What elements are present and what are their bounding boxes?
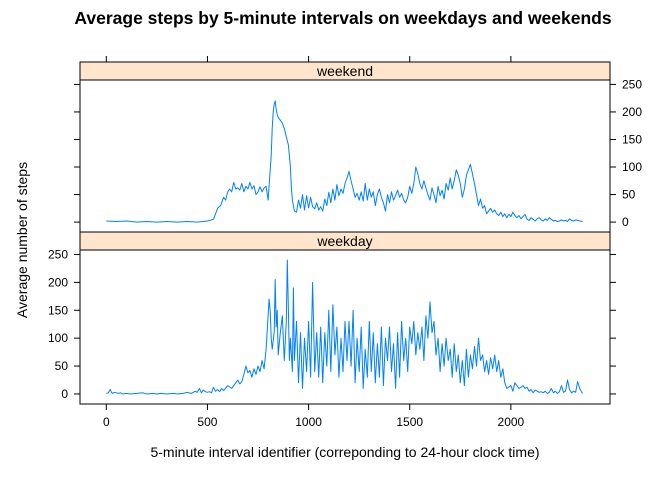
y-tick-label-weekend-0: 0	[622, 215, 629, 229]
y-tick-label-weekend-250: 250	[622, 77, 642, 91]
panel-weekend: weekend	[79, 61, 611, 233]
y-tick-label-weekend-100: 100	[622, 160, 642, 174]
x-axis: 0 500 1000 1500 2000	[103, 56, 525, 429]
y-tick-label-weekend-200: 200	[622, 105, 642, 119]
y-tick-label-weekday-0: 0	[61, 387, 68, 401]
x-tick-label-1000: 1000	[295, 415, 322, 429]
plot-frame-weekday	[79, 249, 611, 405]
y-axis-right: 0 50 100 150 200 250	[610, 77, 642, 395]
x-tick-label-1500: 1500	[396, 415, 423, 429]
y-tick-label-weekday-250: 250	[48, 247, 68, 261]
x-tick-label-500: 500	[197, 415, 217, 429]
y-axis-left: 0 50 100 150 200 250	[48, 83, 80, 401]
plot-frame-weekend	[79, 79, 611, 233]
panel-weekday: weekday	[79, 231, 611, 405]
y-tick-label-weekend-150: 150	[622, 132, 642, 146]
y-tick-label-weekday-200: 200	[48, 275, 68, 289]
strip-label-weekday: weekday	[316, 233, 372, 249]
y-tick-label-weekday-150: 150	[48, 303, 68, 317]
y-tick-label-weekend-50: 50	[622, 188, 636, 202]
x-tick-label-2000: 2000	[498, 415, 525, 429]
x-tick-label-0: 0	[103, 415, 110, 429]
series-line-weekend	[106, 100, 583, 223]
y-axis-label: Average number of steps	[14, 162, 30, 318]
y-tick-label-weekday-50: 50	[55, 359, 69, 373]
chart-title: Average steps by 5-minute intervals on w…	[74, 8, 611, 28]
strip-label-weekend: weekend	[316, 63, 373, 79]
y-tick-label-weekday-100: 100	[48, 331, 68, 345]
x-axis-label: 5-minute interval identifier (correpondi…	[150, 444, 539, 460]
series-line-weekday	[106, 259, 584, 395]
